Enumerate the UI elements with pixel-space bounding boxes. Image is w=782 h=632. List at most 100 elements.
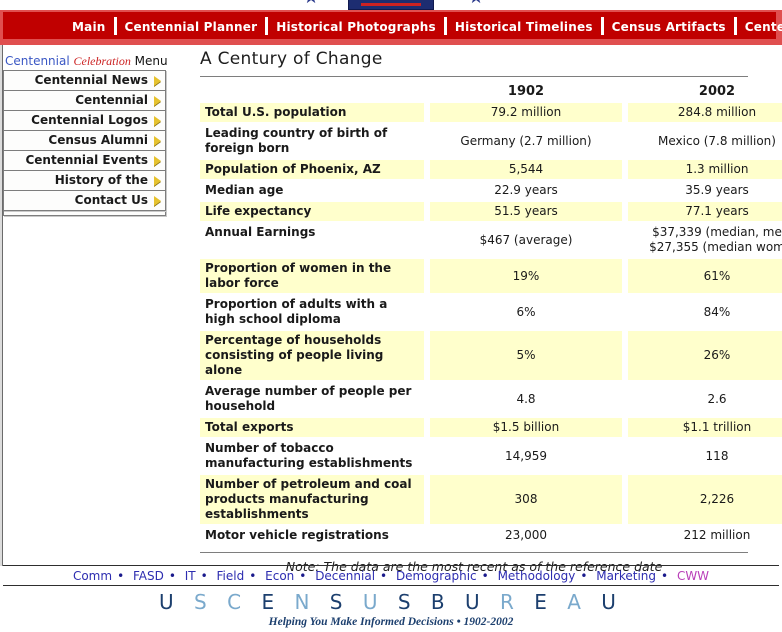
- footer-top-divider: [3, 565, 779, 566]
- arrow-right-icon: [154, 156, 161, 166]
- page-footer: Comm • FASD • IT • Field • Econ • Decennial • …: [0, 565, 782, 628]
- logo-letter: U: [362, 590, 385, 614]
- nav-item[interactable]: Historical Timelines: [454, 19, 593, 34]
- menu-title-celebration: Celebration: [73, 54, 131, 68]
- sidebar-item-label: Centennial Events: [25, 153, 148, 167]
- sidebar-menu-title: Centennial Celebration Menu: [3, 54, 168, 69]
- footer-link[interactable]: Field: [216, 569, 245, 583]
- star-icon: ★: [468, 0, 484, 7]
- page-left-border: [0, 45, 3, 566]
- logo-letter: A: [567, 590, 588, 614]
- logo-letter: U: [159, 590, 181, 614]
- value-1902: 6%: [516, 304, 536, 319]
- footer-links: Comm • FASD • IT • Field • Econ • Decennial • …: [0, 566, 782, 585]
- nav-group: Historical Timelines: [455, 16, 612, 36]
- nav-separator: [600, 17, 604, 36]
- nav-group: Centennial Quilt: [745, 16, 782, 36]
- row-label: Total U.S. population: [200, 103, 424, 122]
- footer-link-group: Field •: [217, 569, 262, 583]
- nav-group: Census Artifacts: [612, 16, 745, 36]
- footer-link-separator: •: [200, 569, 208, 583]
- table-row: Percentage of households consisting of p…: [200, 331, 782, 380]
- sidebar-item[interactable]: Census Alumni: [3, 130, 166, 151]
- table-row: Number of petroleum and coal products ma…: [200, 475, 782, 524]
- comparison-table: Total U.S. population 79.2 million 284.8…: [200, 103, 782, 545]
- logo-letter: E: [261, 590, 282, 614]
- table-row: Average number of people per household 4…: [200, 382, 782, 416]
- row-label: Number of tobacco manufacturing establis…: [205, 441, 413, 470]
- table-row: Annual Earnings $467 (average) $37,339 (…: [200, 223, 782, 257]
- footer-link[interactable]: Comm: [72, 569, 113, 583]
- sidebar-item[interactable]: History of the Census: [3, 170, 166, 206]
- table-header-row: 1902 2002: [200, 81, 782, 101]
- arrow-right-icon: [154, 176, 161, 186]
- value-1902: $1.5 billion: [430, 418, 622, 437]
- sidebar-item-label: Centennial News: [34, 73, 148, 87]
- footer-link-separator: •: [249, 569, 257, 583]
- sidebar-item-label: Census Alumni: [48, 133, 148, 147]
- footer-link-group: Methodology •: [498, 569, 593, 583]
- value-1902: 5%: [430, 331, 622, 380]
- footer-link[interactable]: FASD: [132, 569, 164, 583]
- table-row: Motor vehicle registrations 23,000 212 m…: [200, 526, 782, 545]
- nav-item[interactable]: Main: [72, 19, 106, 34]
- sidebar-item[interactable]: Centennial News: [3, 70, 166, 91]
- footer-link-group: Decennial •: [315, 569, 392, 583]
- table-row: Total U.S. population 79.2 million 284.8…: [200, 103, 782, 122]
- menu-title-menu: Menu: [134, 54, 168, 68]
- sidebar-item[interactable]: Centennial Events: [3, 150, 166, 171]
- value-2002: 61%: [628, 259, 782, 293]
- value-1902: 5,544: [430, 160, 622, 179]
- top-navigation-bar: Main Centennial Planner Historical Photo…: [0, 10, 782, 45]
- footer-link-separator: •: [661, 569, 669, 583]
- arrow-right-icon: [154, 76, 161, 86]
- nav-item[interactable]: Centennial Quilt: [744, 19, 782, 34]
- star-icon: ★: [303, 0, 319, 7]
- nav-item[interactable]: Historical Photographs: [276, 19, 436, 34]
- logo-letter: C: [227, 590, 249, 614]
- row-label: Annual Earnings: [205, 225, 316, 239]
- table-row: Life expectancy 51.5 years 77.1 years: [200, 202, 782, 221]
- footer-link[interactable]: Econ: [265, 569, 295, 583]
- value-2002: 1.3 million: [628, 160, 782, 179]
- footer-link[interactable]: Demographic: [395, 569, 477, 583]
- footer-link[interactable]: IT: [184, 569, 196, 583]
- nav-band: Main Centennial Planner Historical Photo…: [3, 12, 782, 39]
- census-bureau-seal-box: [348, 0, 434, 10]
- footer-link[interactable]: CWW: [676, 569, 710, 583]
- sidebar-item[interactable]: Centennial Logos: [3, 110, 166, 131]
- footer-link[interactable]: Decennial: [315, 569, 376, 583]
- value-2002: $37,339 (median, me $27,355 (median wom: [649, 225, 782, 254]
- nav-group: Historical Photographs: [276, 16, 455, 36]
- value-2002: $1.1 trillion: [628, 418, 782, 437]
- nav-item[interactable]: Census Artifacts: [611, 19, 726, 34]
- value-1902: 51.5 years: [430, 202, 622, 221]
- nav-group: Main: [72, 16, 125, 36]
- footer-link-separator: •: [299, 569, 307, 583]
- value-2002: 2.6: [707, 391, 727, 406]
- value-2002: 212 million: [683, 528, 751, 542]
- sidebar-menu: Centennial Celebration Menu Centennial N…: [3, 54, 168, 216]
- value-2002: 26%: [628, 331, 782, 380]
- value-1902: 308: [430, 475, 622, 524]
- footer-link[interactable]: Methodology: [497, 569, 576, 583]
- header-spacer: [200, 81, 424, 101]
- arrow-right-icon: [154, 96, 161, 106]
- seal-red-text-line: [360, 3, 422, 6]
- table-row: Total exports $1.5 billion $1.1 trillion: [200, 418, 782, 437]
- sidebar-item[interactable]: Contact Us: [3, 190, 166, 211]
- column-header-2002: 2002: [698, 84, 736, 99]
- footer-link-separator: •: [117, 569, 125, 583]
- sidebar-item[interactable]: Centennial Multimedia: [3, 90, 166, 126]
- table-row: Proportion of adults with a high school …: [200, 295, 782, 329]
- logo-letter: S: [397, 590, 418, 614]
- arrow-right-icon: [154, 136, 161, 146]
- row-label: Average number of people per household: [205, 384, 412, 413]
- reference-note: Note: The data are the most recent as of…: [285, 559, 663, 574]
- table-row: Median age 22.9 years 35.9 years: [200, 181, 782, 200]
- nav-item[interactable]: Centennial Planner: [124, 19, 258, 34]
- us-census-bureau-logo: U S C E N S U S B U R E A U: [0, 586, 782, 614]
- footer-link[interactable]: Marketing: [596, 569, 657, 583]
- row-label: Total exports: [200, 418, 424, 437]
- footer-link-separator: •: [380, 569, 388, 583]
